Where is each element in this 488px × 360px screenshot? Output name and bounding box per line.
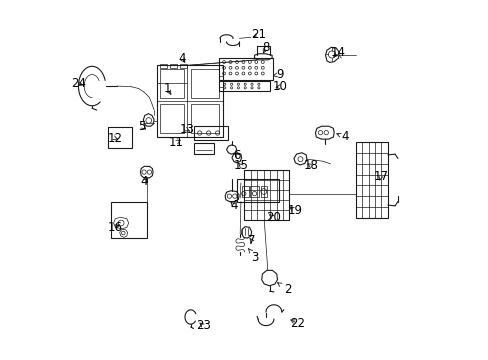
Text: 22: 22 [289, 317, 305, 330]
Text: 19: 19 [286, 204, 302, 217]
Text: 5: 5 [138, 120, 146, 133]
Text: 13: 13 [179, 123, 194, 136]
Text: 20: 20 [265, 211, 280, 224]
Text: 10: 10 [272, 80, 287, 93]
Text: 9: 9 [273, 68, 284, 81]
Text: 18: 18 [303, 159, 318, 172]
Text: 8: 8 [262, 41, 269, 54]
Text: 23: 23 [195, 319, 210, 332]
Text: 3: 3 [248, 249, 259, 264]
Text: 7: 7 [247, 234, 255, 247]
Text: 15: 15 [233, 159, 248, 172]
Text: 24: 24 [71, 77, 86, 90]
Text: 12: 12 [107, 131, 122, 145]
Text: 21: 21 [251, 28, 266, 41]
Text: 4: 4 [336, 130, 348, 144]
Text: 16: 16 [107, 221, 122, 234]
Text: 4: 4 [178, 51, 185, 64]
Text: 6: 6 [233, 149, 241, 162]
Text: 11: 11 [168, 136, 183, 149]
Text: 4: 4 [140, 175, 147, 188]
Text: 2: 2 [277, 283, 291, 296]
Text: 1: 1 [163, 82, 171, 95]
Text: 17: 17 [372, 170, 387, 183]
Text: 14: 14 [329, 46, 345, 59]
Text: 4: 4 [229, 199, 237, 212]
